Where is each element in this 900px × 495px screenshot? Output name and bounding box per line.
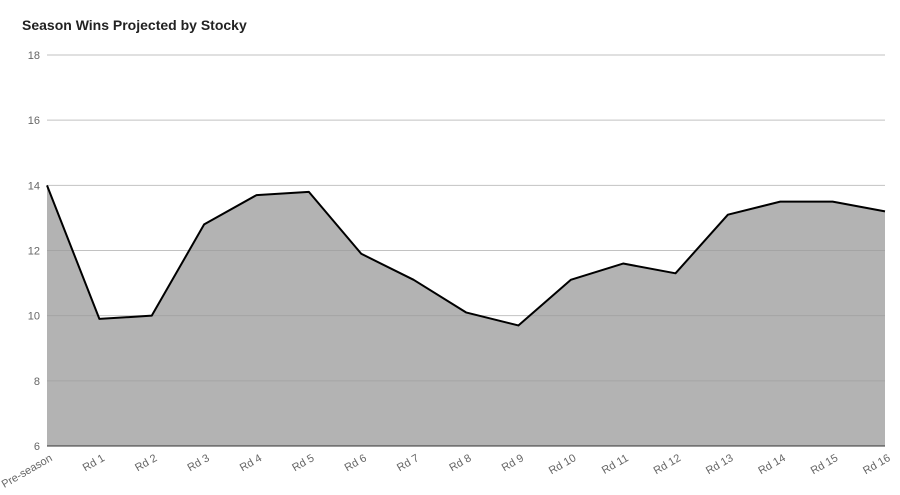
x-tick-label: Rd 2: [133, 452, 159, 474]
x-tick-label: Rd 13: [704, 452, 735, 477]
line: [46, 184, 886, 327]
y-tick-label: 18: [28, 50, 40, 62]
x-tick-label: Rd 12: [652, 452, 683, 477]
x-tick-label: Rd 15: [809, 452, 840, 477]
x-tick-label: Rd 16: [861, 452, 892, 477]
x-tick-label: Rd 8: [447, 452, 473, 474]
x-tick-label: Rd 7: [395, 452, 421, 474]
x-tick-label: Rd 9: [500, 452, 526, 474]
y-tick-label: 8: [34, 376, 40, 388]
y-tick-label: 12: [28, 246, 40, 258]
y-tick-label: 10: [28, 311, 40, 323]
y-tick-label: 6: [34, 441, 40, 453]
y-tick-label: 14: [28, 180, 40, 192]
x-tick-label: Rd 4: [238, 452, 264, 474]
x-tick-label: Rd 11: [600, 452, 631, 477]
chart-title: Season Wins Projected by Stocky: [22, 17, 247, 33]
x-tick-label: Rd 1: [81, 452, 107, 474]
x-tick-label: Rd 10: [547, 452, 578, 477]
x-tick-label: Rd 6: [343, 452, 369, 474]
x-tick-label: Rd 5: [290, 452, 316, 474]
x-tick-label: Rd 14: [756, 452, 787, 477]
y-tick-label: 16: [28, 115, 40, 127]
x-tick-label: Rd 3: [185, 452, 211, 474]
x-tick-label: Pre-season: [0, 452, 54, 491]
